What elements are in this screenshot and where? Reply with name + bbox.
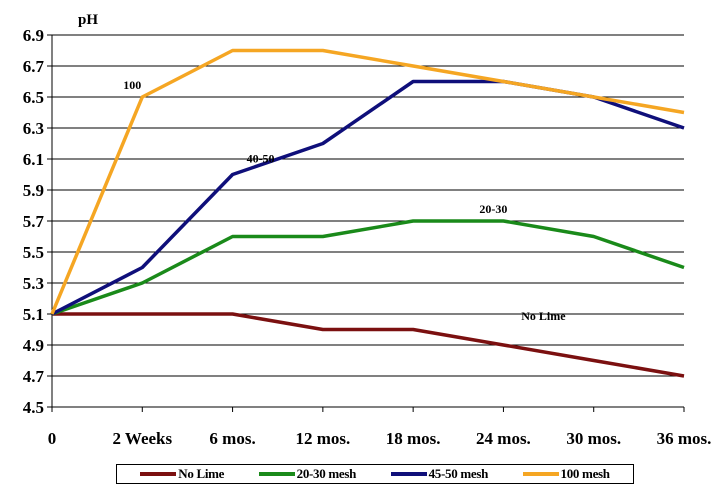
- y-tick-label: 6.9: [23, 26, 44, 45]
- x-tick-label: 24 mos.: [476, 429, 531, 448]
- y-tick-labels: 4.5 4.7 4.9 5.1 5.3 5.5 5.7 5.9 6.1 6.3 6.5 6.7 6.9: [23, 26, 45, 417]
- x-tick-labels: 0 2 Weeks 6 mos. 12 mos. 18 mos. 24 mos. 30 mo…: [48, 429, 712, 448]
- y-tick-label: 6.1: [23, 150, 44, 169]
- annotations: 100 40-50 20-30 No Lime: [123, 78, 566, 323]
- x-tick-label: 30 mos.: [566, 429, 621, 448]
- legend-item: 100 mesh: [522, 466, 611, 482]
- legend-swatch: [140, 472, 177, 476]
- legend-swatch: [522, 472, 559, 476]
- y-tick-label: 5.3: [23, 274, 44, 293]
- y-tick-label: 5.9: [23, 181, 44, 200]
- series-line-20-30-mesh: [51, 219, 685, 316]
- legend-label: 100 mesh: [560, 466, 611, 481]
- y-tick-label: 5.5: [23, 243, 44, 262]
- y-tick-label: 6.7: [23, 57, 45, 76]
- legend-swatch: [258, 472, 295, 476]
- y-tick-label: 4.9: [23, 336, 44, 355]
- x-tick-label: 18 mos.: [386, 429, 441, 448]
- y-axis-label: pH: [78, 12, 98, 28]
- legend: No Lime 20-30 mesh 45-50 mesh 100 mesh: [116, 464, 634, 484]
- y-tick-label: 4.7: [23, 367, 45, 386]
- x-tick-label: 6 mos.: [209, 429, 255, 448]
- legend-swatch: [390, 472, 427, 476]
- annotation-label: 20-30: [479, 202, 507, 216]
- annotation-label: 40-50: [247, 152, 275, 166]
- legend-label: No Lime: [178, 466, 225, 481]
- legend-item: No Lime: [140, 466, 224, 482]
- x-tick-label: 36 mos.: [657, 429, 712, 448]
- legend-item: 20-30 mesh: [258, 466, 357, 482]
- legend-label: 45-50 mesh: [428, 466, 489, 481]
- series-line-no-lime: [52, 312, 685, 378]
- x-tick-label: 0: [48, 429, 57, 448]
- x-tick-label: 12 mos.: [295, 429, 350, 448]
- annotation-label: No Lime: [521, 309, 566, 323]
- legend-label: 20-30 mesh: [296, 466, 357, 481]
- x-tick-label: 2 Weeks: [112, 429, 172, 448]
- legend-item: 45-50 mesh: [390, 466, 489, 482]
- y-tick-label: 5.1: [23, 305, 44, 324]
- y-tick-label: 6.5: [23, 88, 44, 107]
- gridlines: [47, 34, 685, 412]
- annotation-label: 100: [123, 78, 141, 92]
- series-lines: [50, 48, 685, 378]
- y-tick-label: 5.7: [23, 212, 45, 231]
- series-line-100-mesh: [50, 48, 685, 315]
- y-tick-label: 6.3: [23, 119, 44, 138]
- y-tick-label: 4.5: [23, 398, 44, 417]
